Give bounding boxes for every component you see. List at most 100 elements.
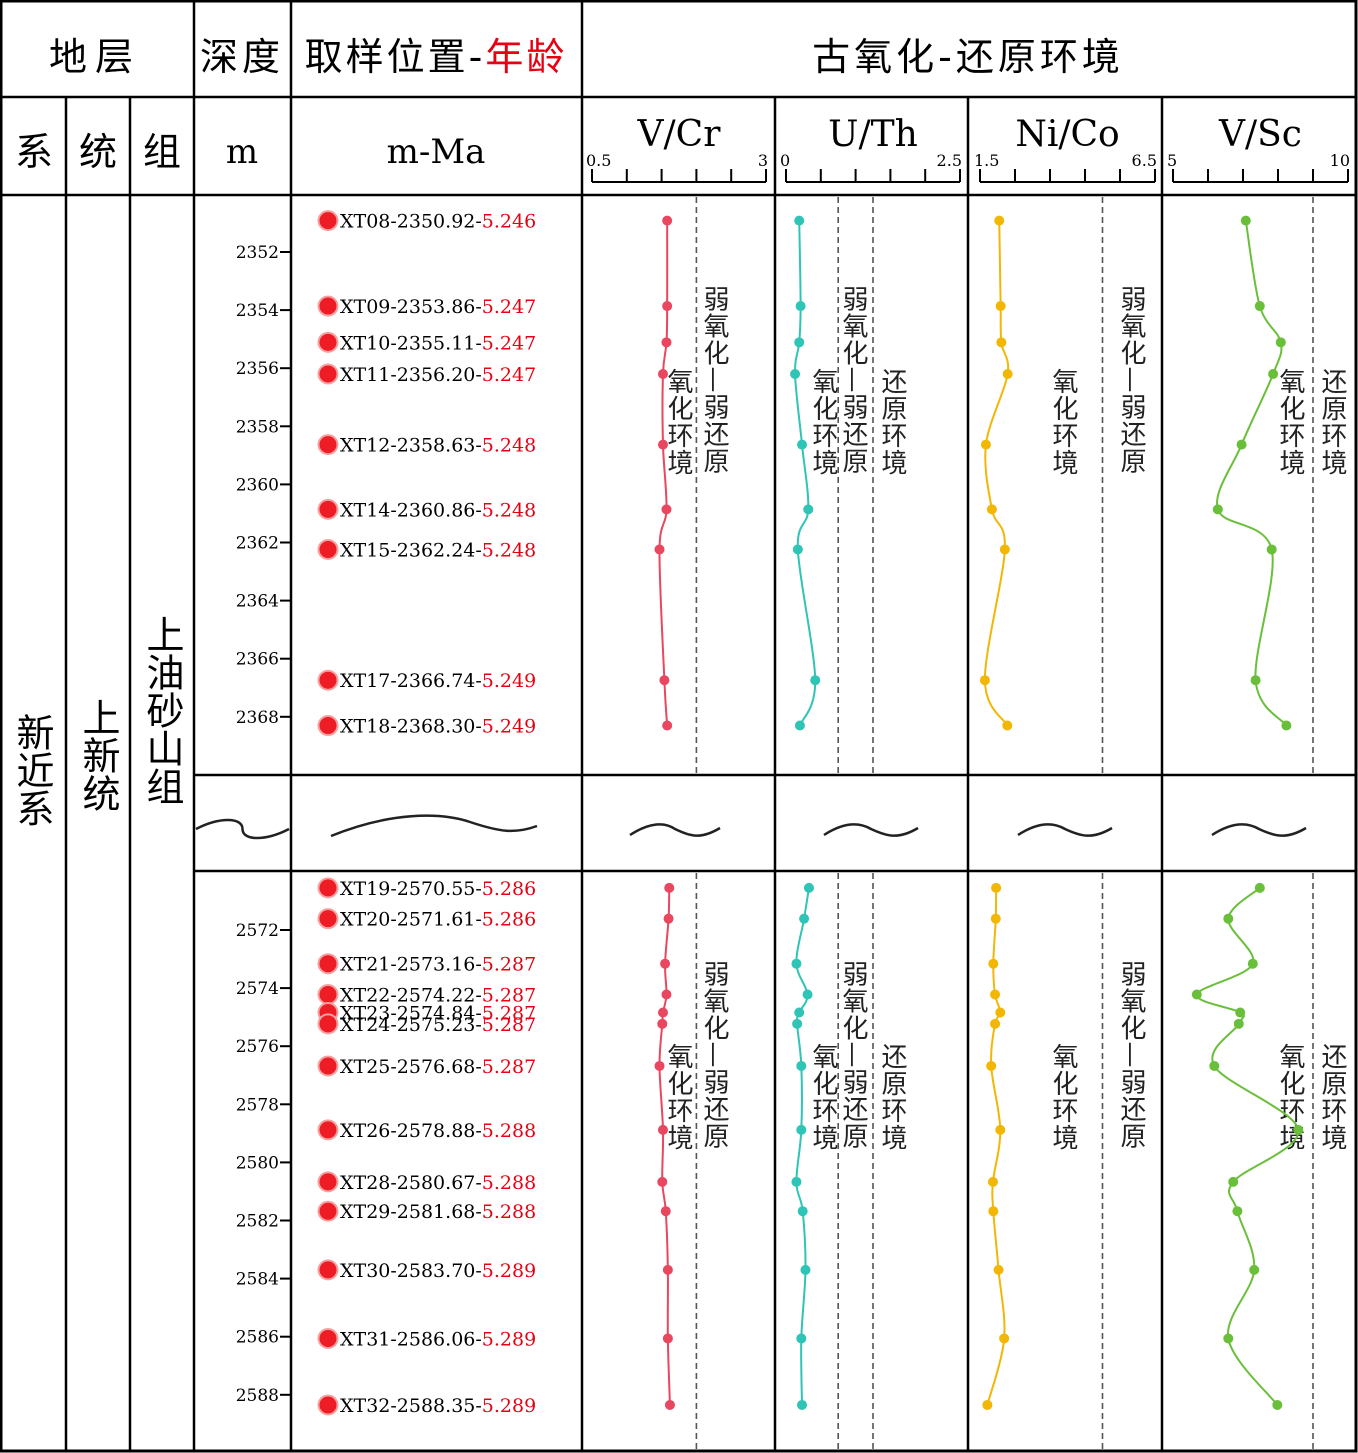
depth-upper-tick-label-3: 2358: [236, 417, 279, 437]
sample-id-depth: XT30-2583.70-: [340, 1260, 482, 1282]
proxy-point-lower: [660, 958, 671, 969]
proxy-point-upper: [980, 439, 991, 450]
upper-sample-label: XT09-2353.86-5.247: [340, 296, 536, 318]
sample-age: 5.289: [482, 1260, 536, 1282]
sample-age: 5.247: [482, 332, 536, 354]
sample-age: 5.248: [482, 435, 536, 457]
depth-lower-tick-label-0: 2572: [236, 921, 279, 941]
lower-sample-dot: [317, 983, 339, 1005]
sample-age: 5.247: [482, 296, 536, 318]
proxy-point-lower: [1254, 882, 1265, 893]
sample-age: 5.287: [482, 984, 536, 1006]
proxy-point-upper: [795, 301, 806, 312]
sample-age: 5.248: [482, 539, 536, 561]
sample-age: 5.248: [482, 499, 536, 521]
proxy-point-lower: [1232, 1206, 1243, 1217]
lower-sample-label: XT26-2578.88-5.288: [340, 1120, 536, 1142]
proxy-point-upper: [792, 544, 803, 555]
lower-sample-dot: [317, 1055, 339, 1077]
proxy-point-lower: [982, 1399, 993, 1410]
lower-sample-label: XT32-2588.35-5.289: [340, 1395, 536, 1417]
proxy-point-upper: [1236, 439, 1247, 450]
proxy-point-upper: [1002, 720, 1013, 731]
depth-upper-tick-label-0: 2352: [236, 243, 279, 263]
depth-lower-tick-label-2: 2576: [236, 1037, 279, 1057]
proxy-point-lower: [660, 1206, 671, 1217]
proxy-point-lower: [999, 1333, 1010, 1344]
sample-id-depth: XT11-2356.20-: [340, 364, 482, 386]
sample-id-depth: XT14-2360.86-: [340, 499, 482, 521]
sample-id-depth: XT18-2368.30-: [340, 716, 482, 738]
proxy-point-lower: [1247, 958, 1258, 969]
sample-id-depth: XT28-2580.67-: [340, 1172, 482, 1194]
proxy-point-lower: [797, 1399, 808, 1410]
zone-label-lower: 弱氧化—弱还原: [838, 961, 868, 1150]
sample-id-depth: XT12-2358.63-: [340, 435, 482, 457]
upper-sample-dot: [317, 715, 339, 737]
sample-age: 5.288: [482, 1172, 536, 1194]
proxy-point-lower: [792, 1018, 803, 1029]
proxy-point-upper: [662, 215, 673, 226]
proxy-point-upper: [996, 337, 1007, 348]
lower-sample-label: XT25-2576.68-5.287: [340, 1056, 536, 1078]
lower-sample-dot: [317, 1171, 339, 1193]
lower-sample-dot: [317, 1119, 339, 1141]
proxy-point-upper: [1266, 544, 1277, 555]
sample-id-depth: XT32-2588.35-: [340, 1395, 482, 1417]
sample-age: 5.246: [482, 211, 536, 233]
proxy-axis-max-label: 2.5: [937, 151, 962, 170]
proxy-point-upper: [986, 504, 997, 515]
depth-upper-tick-label-4: 2360: [236, 475, 279, 495]
lower-sample-dot: [317, 1200, 339, 1222]
proxy-curve-upper: [983, 220, 1010, 727]
proxy-point-lower: [664, 882, 675, 893]
proxy-point-upper: [1281, 720, 1292, 731]
proxy-point-lower: [988, 958, 999, 969]
sample-id-depth: XT24-2575.23-: [340, 1014, 482, 1036]
zone-label-upper: 氧化环境: [663, 368, 693, 476]
proxy-axis-min-label: 0: [780, 151, 790, 170]
lower-sample-label: XT30-2583.70-5.289: [340, 1260, 536, 1282]
zone-label-upper: 弱氧化—弱还原: [838, 286, 868, 475]
sample-age: 5.287: [482, 1014, 536, 1036]
sample-id-depth: XT25-2576.68-: [340, 1056, 482, 1078]
proxy-point-lower: [662, 1333, 673, 1344]
proxy-title: V/Cr: [637, 114, 722, 155]
header-formation: 组: [143, 130, 181, 174]
upper-sample-dot: [317, 363, 339, 385]
sample-id-depth: XT10-2355.11-: [340, 332, 482, 354]
sample-age: 5.249: [482, 716, 536, 738]
proxy-point-upper: [659, 675, 670, 686]
lower-sample-dot: [317, 1327, 339, 1349]
sample-id-depth: XT19-2570.55-: [340, 878, 482, 900]
proxy-point-upper: [979, 675, 990, 686]
zone-label-lower: 氧化环境: [1275, 1043, 1305, 1151]
sample-id-depth: XT31-2586.06-: [340, 1328, 482, 1350]
sample-age: 5.247: [482, 364, 536, 386]
proxy-point-upper: [1275, 337, 1286, 348]
proxy-point-upper: [794, 720, 805, 731]
zone-label-lower: 氧化环境: [808, 1043, 838, 1151]
upper-sample-label: XT17-2366.74-5.249: [340, 670, 536, 692]
upper-sample-label: XT10-2355.11-5.247: [340, 332, 536, 354]
lower-sample-dot: [317, 953, 339, 975]
upper-sample-dot: [317, 331, 339, 353]
proxy-point-upper: [999, 544, 1010, 555]
depth-lower-tick-label-5: 2582: [236, 1212, 279, 1232]
proxy-point-lower: [800, 1264, 811, 1275]
lower-sample-label: XT23-2574.84-5.287: [340, 1003, 536, 1025]
proxy-point-lower: [991, 882, 1002, 893]
sample-age: 5.287: [482, 954, 536, 976]
proxy-curve-upper: [1215, 220, 1288, 727]
proxy-point-lower: [802, 989, 813, 1000]
proxy-point-upper: [797, 439, 808, 450]
proxy-point-upper: [794, 215, 805, 226]
header-stratum: 地层: [49, 35, 141, 79]
strata-system: 新近系: [10, 713, 54, 827]
proxy-point-lower: [803, 882, 814, 893]
lower-sample-label: XT29-2581.68-5.288: [340, 1201, 536, 1223]
header-depth-unit: m: [226, 132, 258, 172]
depth-axis: 2352 2354 2356 2358 2360 2362 2364 2366 2368 2572…: [236, 243, 291, 1406]
